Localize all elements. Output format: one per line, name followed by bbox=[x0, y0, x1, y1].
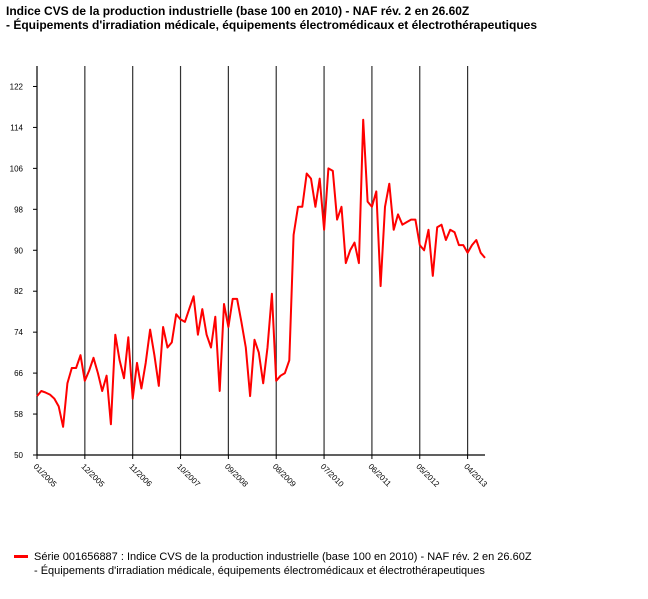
x-tick-label: 04/2013 bbox=[462, 462, 489, 489]
chart-title-block: Indice CVS de la production industrielle… bbox=[6, 4, 537, 32]
legend-line-2: - Équipements d'irradiation médicale, éq… bbox=[34, 565, 485, 577]
series-lines bbox=[36, 118, 486, 428]
x-tick-label: 06/2011 bbox=[366, 462, 393, 489]
legend: Série 001656887 : Indice CVS de la produ… bbox=[14, 550, 532, 578]
y-tick-label: 50 bbox=[14, 451, 23, 460]
y-tick-label: 106 bbox=[10, 164, 24, 173]
x-tick-label: 01/2005 bbox=[32, 462, 59, 489]
y-tick-label: 66 bbox=[14, 369, 23, 378]
x-tick-label: 05/2012 bbox=[414, 462, 441, 489]
x-tick-label: 11/2006 bbox=[127, 462, 154, 489]
chart-subtitle: - Équipements d'irradiation médicale, éq… bbox=[6, 18, 537, 32]
gridlines bbox=[84, 66, 469, 455]
y-tick-label: 122 bbox=[10, 82, 24, 91]
y-tick-label: 90 bbox=[14, 246, 23, 255]
x-tick-label: 09/2008 bbox=[223, 462, 250, 489]
y-tick-label: 74 bbox=[14, 328, 23, 337]
y-tick-label: 82 bbox=[14, 287, 23, 296]
x-tick-label: 07/2010 bbox=[319, 462, 346, 489]
chart-title: Indice CVS de la production industrielle… bbox=[6, 4, 470, 18]
y-tick-label: 58 bbox=[14, 410, 23, 419]
y-tick-label: 98 bbox=[14, 205, 23, 214]
x-tick-label: 08/2009 bbox=[271, 462, 298, 489]
x-tick-label: 10/2007 bbox=[175, 462, 202, 489]
series-line bbox=[36, 118, 486, 428]
y-tick-labels: 50 58 66 74 82 90 98 106 114 122 bbox=[10, 82, 24, 460]
axes bbox=[33, 66, 485, 459]
x-tick-labels: 01/2005 12/2005 11/2006 10/2007 09/2008 08/20… bbox=[32, 462, 490, 489]
legend-line-1: Série 001656887 : Indice CVS de la produ… bbox=[34, 551, 532, 563]
line-chart: 50 58 66 74 82 90 98 106 114 122 01/2005 12/2005 11… bbox=[10, 66, 490, 489]
legend-swatch bbox=[14, 555, 28, 558]
y-tick-label: 114 bbox=[10, 123, 23, 132]
x-tick-label: 12/2005 bbox=[79, 462, 106, 489]
